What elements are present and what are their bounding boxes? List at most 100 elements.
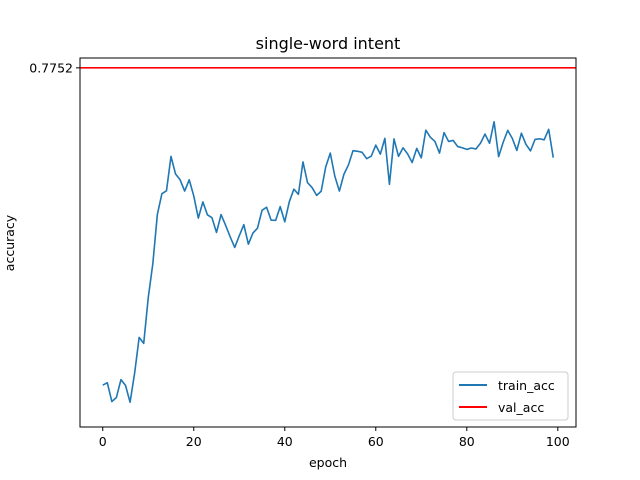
train-acc-point [243, 224, 245, 226]
train-acc-point [448, 141, 450, 143]
train-acc-point [402, 147, 404, 149]
train-acc-point [116, 397, 118, 399]
train-acc-point [298, 194, 300, 196]
train-acc-point [466, 149, 468, 151]
train-acc-point [325, 166, 327, 168]
train-acc-point [375, 144, 377, 146]
train-acc-point [316, 195, 318, 197]
train-acc-point [193, 195, 195, 197]
train-acc-point [416, 148, 418, 150]
x-tick-label: 100 [546, 434, 570, 449]
train-acc-point [534, 139, 536, 141]
train-acc-point [393, 138, 395, 140]
train-acc-point [480, 142, 482, 144]
train-acc-point [238, 235, 240, 237]
train-acc-point [125, 385, 127, 387]
train-acc-point [225, 224, 227, 226]
train-acc-point [398, 156, 400, 158]
train-acc-point [134, 372, 136, 374]
train-acc-point [152, 263, 154, 265]
train-acc-point [552, 157, 554, 159]
train-acc-point [343, 173, 345, 175]
train-acc-point [521, 132, 523, 134]
train-acc-point [539, 138, 541, 140]
train-acc-point [352, 150, 354, 152]
legend-label-train-acc: train_acc [498, 378, 555, 393]
train-acc-point [452, 140, 454, 142]
train-acc-point [471, 147, 473, 149]
train-acc-point [102, 384, 104, 386]
series-line-train-acc [102, 120, 555, 403]
train-acc-point [188, 179, 190, 181]
train-acc-point [216, 232, 218, 234]
train-acc-point [548, 129, 550, 131]
train-acc-point [302, 161, 304, 163]
train-acc-point [211, 217, 213, 219]
train-acc-point [407, 153, 409, 155]
train-acc-point [279, 206, 281, 208]
y-tick-label: 0.7752 [29, 60, 73, 75]
plot-frame [79, 57, 577, 428]
train-acc-point [179, 179, 181, 181]
train-acc-point [320, 190, 322, 192]
train-acc-point [220, 214, 222, 216]
train-acc-point [143, 343, 145, 345]
train-acc-point [348, 164, 350, 166]
legend: train_acc val_acc [452, 371, 569, 421]
train-acc-point [166, 190, 168, 192]
train-acc-point [484, 133, 486, 135]
y-axis-label: accuracy [2, 214, 17, 271]
train-acc-point [138, 337, 140, 339]
train-acc-point [457, 146, 459, 148]
chart-title: single-word intent [256, 34, 401, 53]
train-acc-point [234, 247, 236, 249]
train-acc-point [461, 147, 463, 149]
train-acc-point [370, 155, 372, 157]
train-acc-point [502, 141, 504, 143]
train-acc-point [229, 236, 231, 238]
train-acc-point [129, 401, 131, 403]
x-axis-ticks: 0 20 40 60 80 100 [99, 427, 570, 449]
train-acc-point [366, 158, 368, 160]
train-acc-point [147, 297, 149, 299]
train-acc-point [507, 130, 509, 132]
train-acc-point [157, 214, 159, 216]
train-acc-point [543, 139, 545, 141]
train-acc-point [257, 227, 259, 229]
train-acc-point [311, 187, 313, 189]
train-acc-point [329, 152, 331, 154]
x-tick-label: 60 [368, 434, 384, 449]
train-acc-point [170, 156, 172, 158]
train-acc-point [439, 152, 441, 154]
train-acc-point [530, 150, 532, 152]
train-acc-point [111, 401, 113, 403]
train-acc-point [161, 193, 163, 195]
x-tick-label: 0 [99, 434, 107, 449]
train-acc-point [489, 142, 491, 144]
train-acc-point [511, 138, 513, 140]
train-acc-point [307, 182, 309, 184]
train-acc-point [198, 217, 200, 219]
x-axis-label: epoch [309, 455, 347, 470]
train-acc-point [293, 188, 295, 190]
train-acc-point [284, 221, 286, 223]
train-acc-point [425, 129, 427, 131]
train-acc-point [525, 144, 527, 146]
train-acc-point [420, 157, 422, 159]
train-acc-point [107, 382, 109, 384]
train-acc-point [430, 137, 432, 139]
x-tick-label: 80 [459, 434, 475, 449]
train-acc-point [443, 132, 445, 134]
train-acc-point [389, 183, 391, 185]
train-acc-point [361, 152, 363, 154]
train-acc-point [248, 243, 250, 245]
train-acc-point [475, 148, 477, 150]
train-acc-point [498, 156, 500, 158]
x-tick-label: 20 [186, 434, 202, 449]
plot-area [80, 67, 576, 403]
train-acc-point [380, 153, 382, 155]
train-acc-point [275, 220, 277, 222]
train-acc-point [493, 121, 495, 123]
train-acc-point [261, 210, 263, 212]
